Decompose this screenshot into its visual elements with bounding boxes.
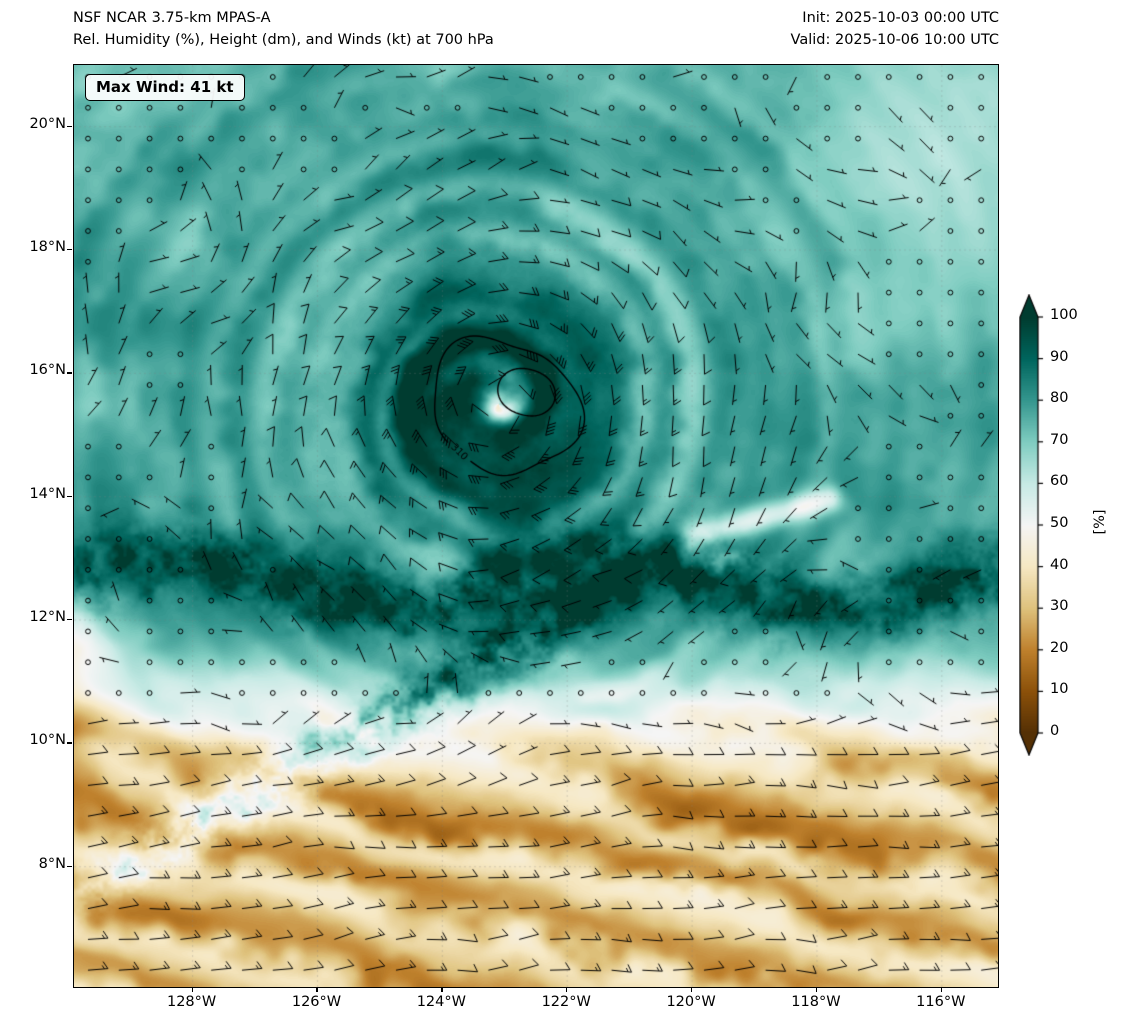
y-tick-label: 10°N [29, 732, 66, 749]
y-tick-label: 16°N [29, 362, 66, 379]
valid-time: Valid: 2025-10-06 10:00 UTC [790, 32, 999, 48]
model-title: NSF NCAR 3.75-km MPAS-A [73, 10, 271, 26]
x-tick-label: 128°W [166, 994, 217, 1010]
time-block: Init: 2025-10-03 00:00 UTC Valid: 2025-1… [791, 7, 999, 51]
colorbar-tick-label: 0 [1050, 723, 1060, 739]
init-time: Init: 2025-10-03 00:00 UTC [802, 10, 999, 26]
x-tick-label: 124°W [416, 994, 466, 1010]
y-tick-label: 18°N [29, 239, 66, 256]
map-plot-area: Max Wind: 41 kt [73, 64, 999, 988]
y-tick-mark [67, 619, 72, 621]
colorbar-unit-label: [%] [1092, 509, 1108, 535]
colorbar-tick-label: 20 [1050, 639, 1069, 656]
wind-barbs-canvas [74, 65, 998, 987]
y-tick-mark [67, 372, 72, 374]
y-tick-mark [67, 249, 72, 251]
x-tick-label: 118°W [791, 994, 841, 1010]
y-tick-label: 20°N [29, 115, 66, 132]
colorbar [1019, 294, 1045, 756]
colorbar-tick-label: 100 [1050, 307, 1078, 323]
colorbar-tick-label: 80 [1050, 390, 1069, 407]
x-tick-label: 126°W [291, 994, 342, 1010]
colorbar-tick-label: 50 [1050, 515, 1069, 531]
y-tick-mark [67, 495, 72, 497]
y-tick-mark [67, 865, 72, 867]
colorbar-tick-label: 10 [1050, 681, 1069, 698]
x-tick-mark [566, 987, 568, 992]
x-tick-mark [191, 987, 193, 992]
y-tick-label: 8°N [38, 855, 66, 872]
y-tick-mark [67, 742, 72, 744]
figure-title-block: NSF NCAR 3.75-km MPAS-A Rel. Humidity (%… [73, 7, 494, 51]
colorbar-tick-label: 90 [1050, 348, 1069, 365]
x-tick-mark [940, 987, 942, 992]
colorbar-tick-label: 40 [1050, 556, 1069, 573]
x-tick-mark [441, 987, 443, 992]
y-tick-label: 14°N [29, 485, 66, 502]
x-tick-mark [815, 987, 818, 992]
x-tick-mark [691, 987, 693, 992]
x-tick-label: 116°W [916, 994, 966, 1010]
y-tick-label: 12°N [29, 609, 66, 626]
field-subtitle: Rel. Humidity (%), Height (dm), and Wind… [73, 32, 494, 48]
colorbar-tick-label: 70 [1050, 431, 1069, 448]
max-wind-badge: Max Wind: 41 kt [85, 74, 245, 101]
colorbar-tick-label: 60 [1050, 473, 1069, 490]
colorbar-tick-label: 30 [1050, 598, 1069, 615]
x-tick-label: 122°W [541, 994, 591, 1010]
x-tick-label: 120°W [666, 994, 716, 1010]
y-tick-mark [67, 125, 72, 127]
x-tick-mark [316, 987, 318, 992]
